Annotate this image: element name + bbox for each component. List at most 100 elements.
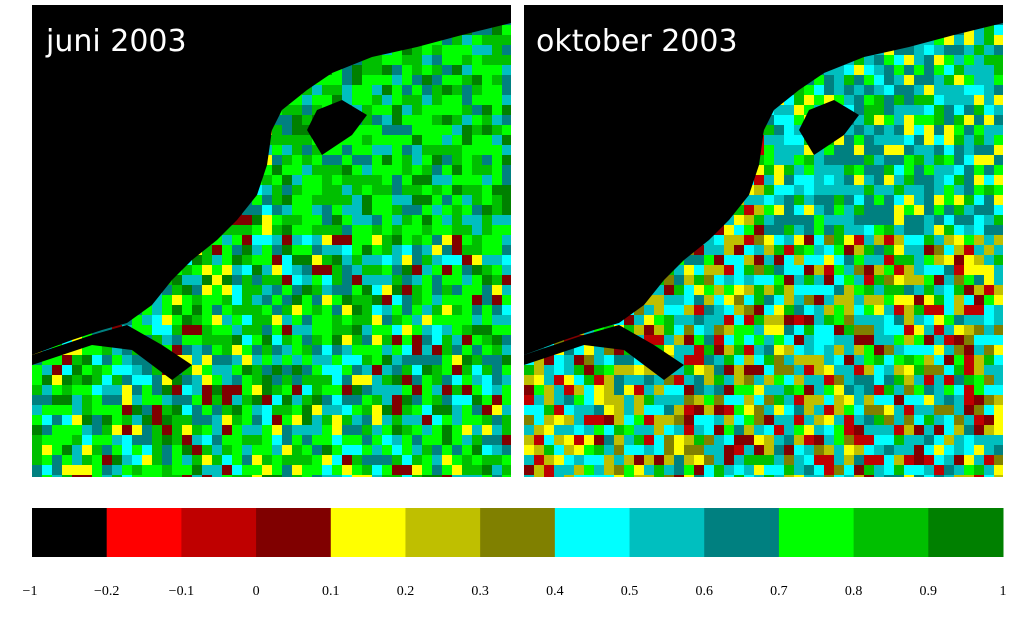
map-cell xyxy=(654,415,664,425)
map-cell xyxy=(744,245,754,255)
map-cell xyxy=(674,465,684,475)
map-cell xyxy=(122,475,132,477)
map-cell xyxy=(302,295,312,305)
map-cell xyxy=(342,65,352,75)
map-cell xyxy=(934,455,944,465)
map-cell xyxy=(342,435,352,445)
map-cell xyxy=(412,475,422,477)
map-cell xyxy=(452,135,462,145)
map-cell xyxy=(212,305,222,315)
map-cell xyxy=(332,455,342,465)
map-cell xyxy=(142,385,152,395)
map-cell xyxy=(452,345,462,355)
map-cell xyxy=(382,255,392,265)
map-cell xyxy=(152,435,162,445)
map-cell xyxy=(794,155,804,165)
map-cell xyxy=(302,165,312,175)
map-cell xyxy=(954,405,964,415)
map-cell xyxy=(974,185,984,195)
map-cell xyxy=(914,105,924,115)
map-cell xyxy=(392,135,402,145)
map-cell xyxy=(402,45,412,55)
map-cell xyxy=(312,205,322,215)
map-cell xyxy=(442,335,452,345)
map-cell xyxy=(574,395,584,405)
map-cell xyxy=(172,285,182,295)
map-cell xyxy=(924,455,934,465)
map-cell xyxy=(492,315,502,325)
map-cell xyxy=(564,425,574,435)
map-cell xyxy=(142,375,152,385)
map-cell xyxy=(92,455,102,465)
map-cell xyxy=(824,465,834,475)
map-cell xyxy=(272,375,282,385)
map-cell xyxy=(734,295,744,305)
map-cell xyxy=(984,155,994,165)
map-cell xyxy=(964,445,974,455)
map-cell xyxy=(824,255,834,265)
map-cell xyxy=(864,275,874,285)
map-cell xyxy=(432,75,442,85)
map-cell xyxy=(684,345,694,355)
map-cell xyxy=(452,375,462,385)
map-cell xyxy=(934,105,944,115)
map-cell xyxy=(402,405,412,415)
map-cell xyxy=(182,265,192,275)
map-cell xyxy=(824,395,834,405)
map-cell xyxy=(442,375,452,385)
map-cell xyxy=(152,295,162,305)
map-cell xyxy=(594,435,604,445)
map-cell xyxy=(674,395,684,405)
map-cell xyxy=(724,285,734,295)
map-cell xyxy=(824,355,834,365)
map-cell xyxy=(472,325,482,335)
map-cell xyxy=(292,165,302,175)
map-cell xyxy=(432,55,442,65)
map-cell xyxy=(212,275,222,285)
map-cell xyxy=(884,455,894,465)
map-cell xyxy=(924,475,934,477)
map-cell xyxy=(574,475,584,477)
map-cell xyxy=(574,425,584,435)
map-cell xyxy=(884,135,894,145)
map-cell xyxy=(784,455,794,465)
map-cell xyxy=(604,345,614,355)
map-cell xyxy=(744,395,754,405)
map-cell xyxy=(362,265,372,275)
map-cell xyxy=(372,405,382,415)
map-cell xyxy=(984,425,994,435)
map-cell xyxy=(784,225,794,235)
map-cell xyxy=(292,195,302,205)
map-cell xyxy=(452,455,462,465)
map-cell xyxy=(412,45,422,55)
map-cell xyxy=(934,245,944,255)
map-cell xyxy=(32,465,42,475)
map-cell xyxy=(964,75,974,85)
map-cell xyxy=(554,405,564,415)
map-cell xyxy=(904,125,914,135)
map-cell xyxy=(342,225,352,235)
map-cell xyxy=(714,315,724,325)
map-cell xyxy=(744,225,754,235)
map-cell xyxy=(352,355,362,365)
map-cell xyxy=(262,385,272,395)
map-cell xyxy=(654,405,664,415)
map-cell xyxy=(202,275,212,285)
map-cell xyxy=(422,145,432,155)
legend-tick-label: 0.8 xyxy=(845,584,863,599)
map-cell xyxy=(954,435,964,445)
map-cell xyxy=(744,445,754,455)
map-cell xyxy=(32,385,42,395)
map-cell xyxy=(272,205,282,215)
map-cell xyxy=(854,325,864,335)
map-cell xyxy=(874,175,884,185)
map-cell xyxy=(974,45,984,55)
map-cell xyxy=(422,135,432,145)
map-cell xyxy=(554,415,564,425)
map-cell xyxy=(664,475,674,477)
map-cell xyxy=(714,335,724,345)
map-cell xyxy=(282,145,292,155)
map-cell xyxy=(804,355,814,365)
map-cell xyxy=(392,415,402,425)
map-cell xyxy=(482,445,492,455)
